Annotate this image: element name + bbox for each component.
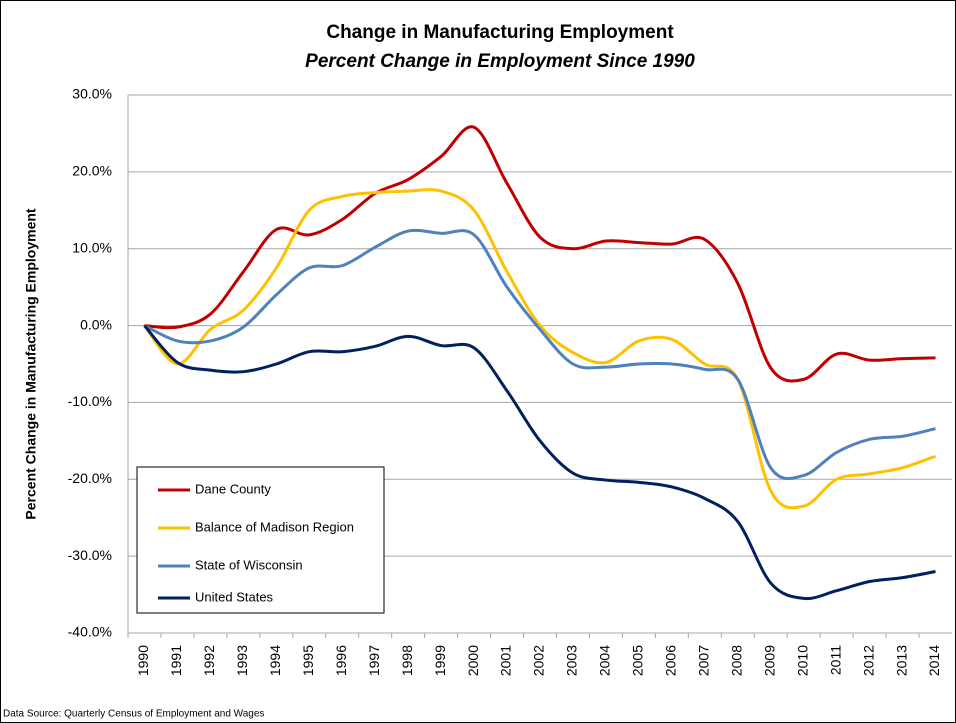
x-tick-label: 2012 xyxy=(860,645,876,676)
legend-label: State of Wisconsin xyxy=(195,557,303,572)
y-tick-label: 30.0% xyxy=(72,86,112,102)
x-tick-label: 1995 xyxy=(300,645,316,676)
legend-label: Dane County xyxy=(195,481,271,496)
y-tick-label: -20.0% xyxy=(68,470,112,486)
legend-label: Balance of Madison Region xyxy=(195,519,354,534)
x-tick-label: 1992 xyxy=(201,645,217,676)
legend-label: United States xyxy=(195,589,274,604)
series-line xyxy=(144,125,936,383)
x-tick-label: 1993 xyxy=(234,645,250,676)
x-tick-label: 2000 xyxy=(465,645,481,676)
y-tick-label: -10.0% xyxy=(68,393,112,409)
x-tick-label: 1990 xyxy=(135,645,151,676)
x-tick-label: 1991 xyxy=(168,645,184,676)
x-tick-label: 2010 xyxy=(794,645,810,676)
x-tick-label: 2007 xyxy=(696,645,712,676)
y-tick-label: 20.0% xyxy=(72,163,112,179)
x-tick-label: 2001 xyxy=(498,645,514,676)
x-tick-label: 1996 xyxy=(333,645,349,676)
x-tick-label: 2011 xyxy=(827,645,843,675)
chart-title: Change in Manufacturing Employment xyxy=(326,22,674,43)
x-tick-label: 2013 xyxy=(893,645,909,676)
x-tick-label: 2006 xyxy=(663,645,679,676)
x-tick-label: 2009 xyxy=(761,645,777,676)
x-tick-label: 2014 xyxy=(926,645,942,676)
y-axis-label: Percent Change in Manufacturing Employme… xyxy=(23,208,39,519)
x-tick-label: 1998 xyxy=(399,645,415,676)
x-tick-label: 1999 xyxy=(432,645,448,676)
x-tick-label: 1997 xyxy=(366,645,382,676)
chart-subtitle: Percent Change in Employment Since 1990 xyxy=(305,51,695,72)
y-tick-label: -40.0% xyxy=(68,624,112,640)
x-tick-label: 2003 xyxy=(564,645,580,676)
series-line xyxy=(143,228,936,481)
x-tick-label: 2005 xyxy=(630,645,646,676)
y-tick-label: 10.0% xyxy=(72,239,112,255)
source-note: Data Source: Quarterly Census of Employm… xyxy=(3,709,264,720)
x-tick-label: 2008 xyxy=(728,645,744,676)
y-tick-label: 0.0% xyxy=(80,316,112,332)
x-tick-label: 2004 xyxy=(597,645,613,676)
x-tick-label: 1994 xyxy=(267,645,283,676)
series-line xyxy=(143,324,936,601)
y-tick-label: -30.0% xyxy=(68,547,112,563)
x-tick-label: 2002 xyxy=(531,645,547,676)
series-line xyxy=(143,188,937,510)
